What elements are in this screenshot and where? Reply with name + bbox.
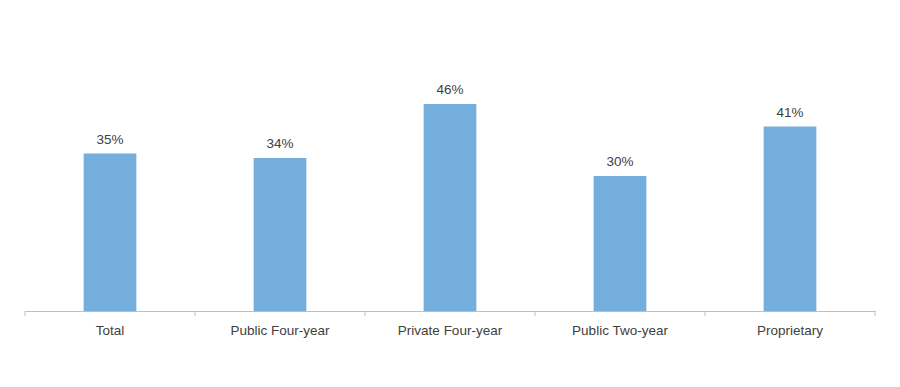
data-label: 46% — [436, 82, 463, 97]
data-label: 41% — [776, 105, 803, 120]
x-tick: Proprietary — [757, 323, 823, 338]
x-tick-label: Total — [96, 323, 125, 338]
data-label: 35% — [96, 132, 123, 147]
x-tick: Public Two-year — [572, 323, 668, 338]
x-axis: Total Public Four-year Private Four-year Pu… — [26, 312, 876, 338]
x-tick: Public Four-year — [230, 323, 330, 338]
category-divider — [705, 311, 706, 316]
category-divider — [25, 311, 26, 316]
category-dividers — [25, 311, 875, 316]
x-tick-label: Private Four-year — [398, 323, 503, 338]
category-divider — [195, 311, 196, 316]
x-tick: Total — [96, 323, 125, 338]
category-divider — [875, 311, 876, 316]
x-tick-label: Public Four-year — [230, 323, 330, 338]
data-label: 34% — [266, 136, 293, 151]
x-tick: Private Four-year — [398, 323, 503, 338]
bar — [594, 176, 647, 311]
x-axis-line — [26, 311, 876, 312]
bar — [254, 158, 307, 311]
bar — [84, 154, 137, 312]
bar — [764, 127, 817, 312]
x-tick-label: Public Two-year — [572, 323, 668, 338]
bars — [84, 104, 817, 311]
chart: Total Public Four-year Private Four-year Pu… — [0, 0, 900, 387]
data-labels: 35% 34% 46% 30% 41% — [96, 82, 803, 169]
category-divider — [535, 311, 536, 316]
bar — [424, 104, 477, 311]
x-tick-label: Proprietary — [757, 323, 823, 338]
data-label: 30% — [606, 154, 633, 169]
category-divider — [365, 311, 366, 316]
